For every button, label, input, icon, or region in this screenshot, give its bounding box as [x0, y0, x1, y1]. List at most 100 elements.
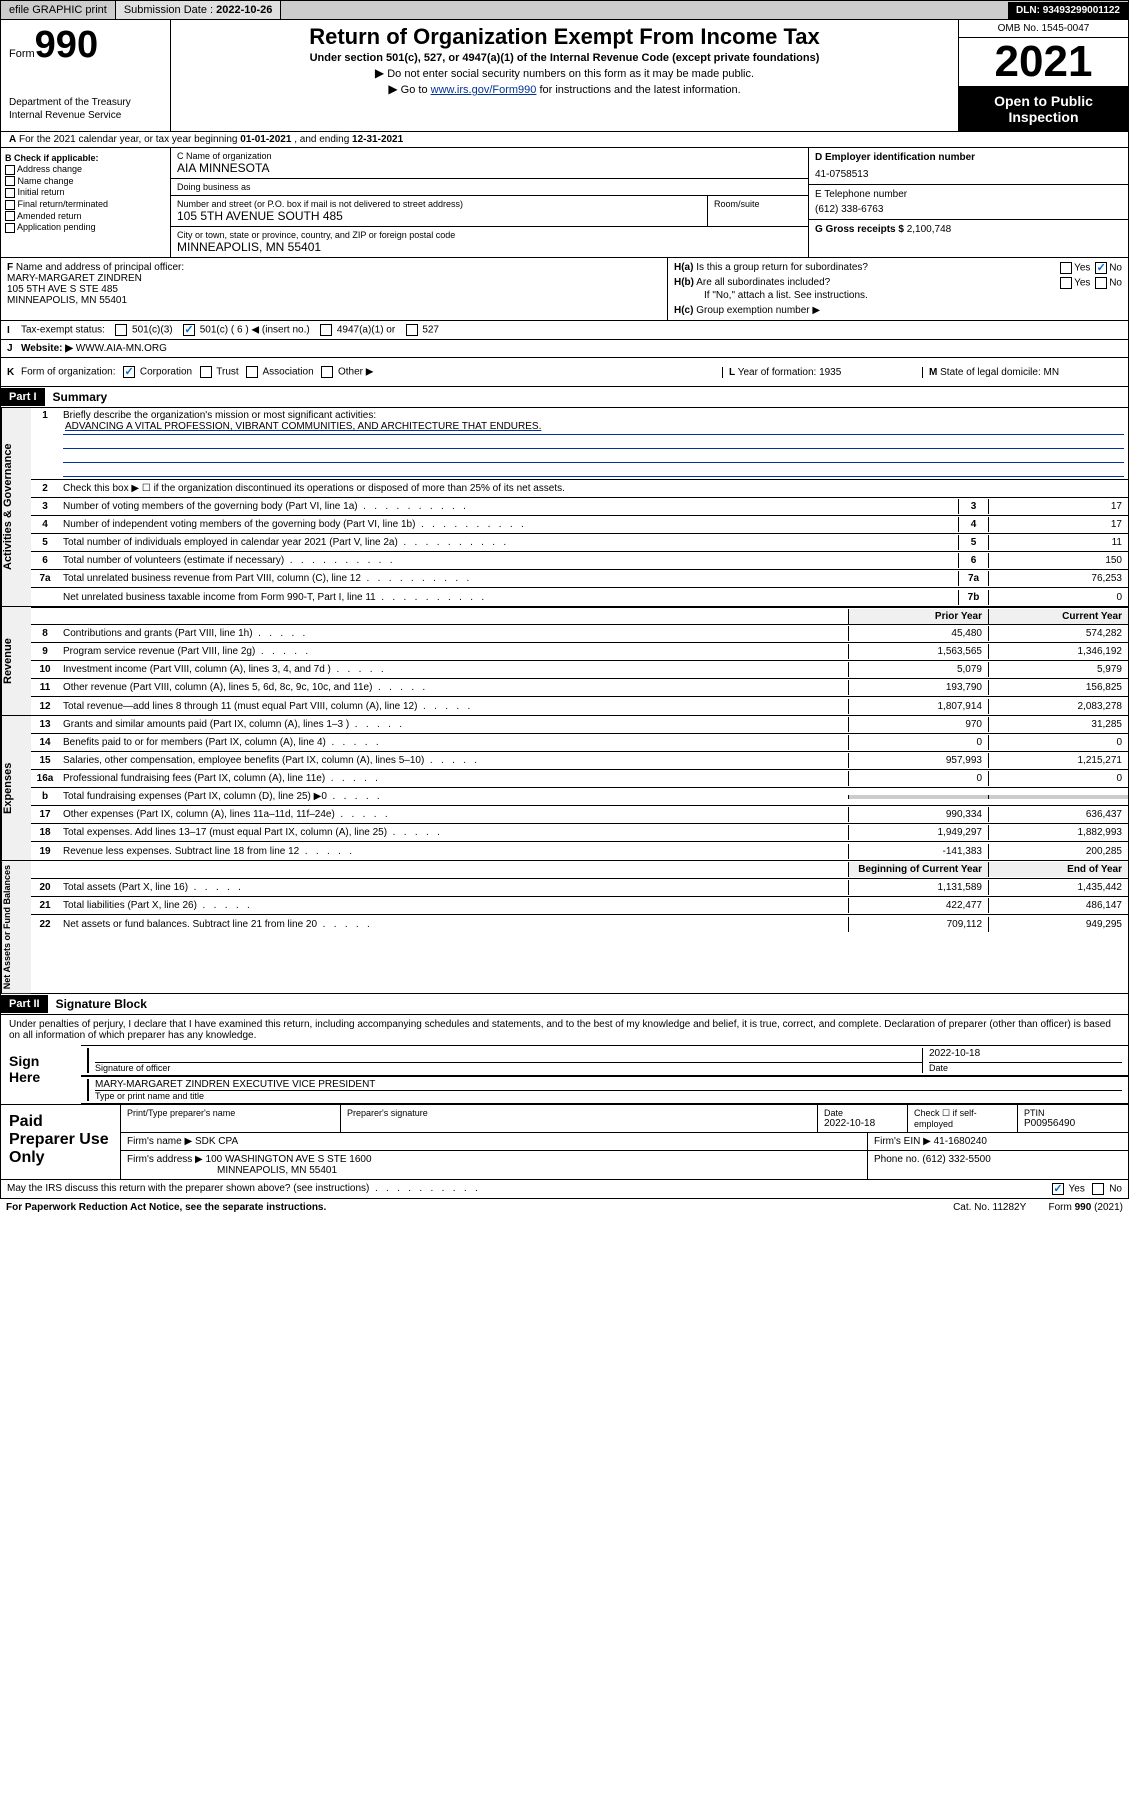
submission-date-cell: Submission Date : 2022-10-26	[116, 1, 282, 19]
sign-here-label: Sign Here	[1, 1045, 81, 1104]
table-row: 4Number of independent voting members of…	[31, 516, 1128, 534]
entity-block: B Check if applicable: Address change Na…	[0, 148, 1129, 258]
chk-ha-yes[interactable]	[1060, 262, 1072, 274]
officer-name-title: MARY-MARGARET ZINDREN EXECUTIVE VICE PRE…	[95, 1079, 1122, 1090]
revenue-block: Revenue Prior Year Current Year 8Contrib…	[0, 607, 1129, 716]
row-klm: K Form of organization: Corporation Trus…	[0, 358, 1129, 387]
chk-amended-return[interactable]	[5, 211, 15, 221]
chk-trust[interactable]	[200, 366, 212, 378]
toolbar: efile GRAPHIC print Submission Date : 20…	[0, 0, 1129, 20]
col-c-org-info: C Name of organization AIA MINNESOTA Doi…	[171, 148, 808, 257]
page-footer: For Paperwork Reduction Act Notice, see …	[0, 1199, 1129, 1216]
dln-cell: DLN: 93493299001122	[1008, 2, 1128, 19]
preparer-date: 2022-10-18	[824, 1118, 901, 1129]
org-city: MINNEAPOLIS, MN 55401	[177, 240, 802, 254]
state-domicile: MN	[1044, 367, 1060, 378]
f-h-block: F Name and address of principal officer:…	[0, 258, 1129, 321]
ein-value: 41-0758513	[815, 169, 1122, 180]
col-beginning-year: Beginning of Current Year	[848, 862, 988, 877]
col-d-e: D Employer identification number 41-0758…	[808, 148, 1128, 257]
open-to-public: Open to Public Inspection	[959, 87, 1128, 131]
chk-initial-return[interactable]	[5, 188, 15, 198]
table-row: 16aProfessional fundraising fees (Part I…	[31, 770, 1128, 788]
col-current-year: Current Year	[988, 609, 1128, 624]
firm-name: SDK CPA	[195, 1136, 238, 1147]
vtab-net-assets: Net Assets or Fund Balances	[1, 861, 31, 993]
mission-description: Briefly describe the organization's miss…	[59, 408, 1128, 479]
org-name: AIA MINNESOTA	[177, 161, 802, 175]
col-end-year: End of Year	[988, 862, 1128, 877]
form-identifier: Form990 Department of the Treasury Inter…	[1, 20, 171, 131]
row-j-website: J Website: ▶ WWW.AIA-MN.ORG	[0, 340, 1129, 358]
chk-4947[interactable]	[320, 324, 332, 336]
table-row: 12Total revenue—add lines 8 through 11 (…	[31, 697, 1128, 715]
chk-527[interactable]	[406, 324, 418, 336]
table-row: 13Grants and similar amounts paid (Part …	[31, 716, 1128, 734]
col-prior-year: Prior Year	[848, 609, 988, 624]
row-a-tax-year: A For the 2021 calendar year, or tax yea…	[0, 132, 1129, 148]
net-assets-block: Net Assets or Fund Balances Beginning of…	[0, 861, 1129, 994]
table-row: 14Benefits paid to or for members (Part …	[31, 734, 1128, 752]
table-row: 17Other expenses (Part IX, column (A), l…	[31, 806, 1128, 824]
chk-501c3[interactable]	[115, 324, 127, 336]
irs-link[interactable]: www.irs.gov/Form990	[431, 84, 537, 96]
chk-other[interactable]	[321, 366, 333, 378]
dept-treasury: Department of the Treasury	[9, 97, 162, 108]
row-i-tax-status: I Tax-exempt status: 501(c)(3) 501(c) ( …	[0, 321, 1129, 340]
pra-notice: For Paperwork Reduction Act Notice, see …	[6, 1202, 326, 1213]
chk-hb-yes[interactable]	[1060, 277, 1072, 289]
table-row: 18Total expenses. Add lines 13–17 (must …	[31, 824, 1128, 842]
part2-header: Part II Signature Block	[0, 994, 1129, 1015]
signature-block: Under penalties of perjury, I declare th…	[0, 1015, 1129, 1105]
chk-address-change[interactable]	[5, 165, 15, 175]
form-subtitle: Under section 501(c), 527, or 4947(a)(1)…	[175, 52, 954, 64]
officer-name: MARY-MARGARET ZINDREN	[7, 273, 142, 284]
form-header: Form990 Department of the Treasury Inter…	[0, 20, 1129, 132]
tax-year: 2021	[959, 38, 1128, 87]
col-b-checkboxes: B Check if applicable: Address change Na…	[1, 148, 171, 257]
table-row: 21Total liabilities (Part X, line 26)422…	[31, 897, 1128, 915]
paid-preparer-block: Paid Preparer Use Only Print/Type prepar…	[0, 1105, 1129, 1180]
table-row: 20Total assets (Part X, line 16)1,131,58…	[31, 879, 1128, 897]
col-f-officer: F Name and address of principal officer:…	[1, 258, 668, 320]
telephone-value: (612) 338-6763	[815, 204, 1122, 215]
paid-preparer-label: Paid Preparer Use Only	[1, 1105, 121, 1179]
firm-phone: (612) 332-5500	[922, 1154, 990, 1165]
org-street: 105 5TH AVENUE SOUTH 485	[177, 209, 701, 223]
vtab-expenses: Expenses	[1, 716, 31, 860]
table-row: 7aTotal unrelated business revenue from …	[31, 570, 1128, 588]
chk-assoc[interactable]	[246, 366, 258, 378]
chk-corp[interactable]	[123, 366, 135, 378]
header-right: OMB No. 1545-0047 2021 Open to Public In…	[958, 20, 1128, 131]
vtab-governance: Activities & Governance	[1, 408, 31, 606]
chk-501c[interactable]	[183, 324, 195, 336]
form-title: Return of Organization Exempt From Incom…	[175, 24, 954, 50]
penalties-statement: Under penalties of perjury, I declare th…	[1, 1015, 1128, 1045]
col-h-group: H(a) Is this a group return for subordin…	[668, 258, 1128, 320]
firm-ein: 41-1680240	[934, 1136, 987, 1147]
table-row: bTotal fundraising expenses (Part IX, co…	[31, 788, 1128, 806]
website-value: WWW.AIA-MN.ORG	[76, 343, 167, 354]
omb-number: OMB No. 1545-0047	[959, 20, 1128, 38]
table-row: 3Number of voting members of the governi…	[31, 498, 1128, 516]
chk-discuss-yes[interactable]	[1052, 1183, 1064, 1195]
table-row: 19Revenue less expenses. Subtract line 1…	[31, 842, 1128, 860]
firm-addr2: MINNEAPOLIS, MN 55401	[127, 1165, 337, 1176]
table-row: 9Program service revenue (Part VIII, lin…	[31, 643, 1128, 661]
year-formation: 1935	[819, 367, 841, 378]
table-row: 22Net assets or fund balances. Subtract …	[31, 915, 1128, 933]
chk-name-change[interactable]	[5, 176, 15, 186]
dept-irs: Internal Revenue Service	[9, 110, 162, 121]
efile-label[interactable]: efile GRAPHIC print	[1, 1, 116, 19]
header-center: Return of Organization Exempt From Incom…	[171, 20, 958, 131]
chk-discuss-no[interactable]	[1092, 1183, 1104, 1195]
firm-addr1: 100 WASHINGTON AVE S STE 1600	[206, 1154, 372, 1165]
chk-hb-no[interactable]	[1095, 277, 1107, 289]
vtab-revenue: Revenue	[1, 607, 31, 715]
discuss-row: May the IRS discuss this return with the…	[0, 1180, 1129, 1199]
chk-ha-no[interactable]	[1095, 262, 1107, 274]
table-row: 15Salaries, other compensation, employee…	[31, 752, 1128, 770]
chk-application-pending[interactable]	[5, 223, 15, 233]
chk-final-return[interactable]	[5, 200, 15, 210]
ptin-value: P00956490	[1024, 1118, 1122, 1129]
